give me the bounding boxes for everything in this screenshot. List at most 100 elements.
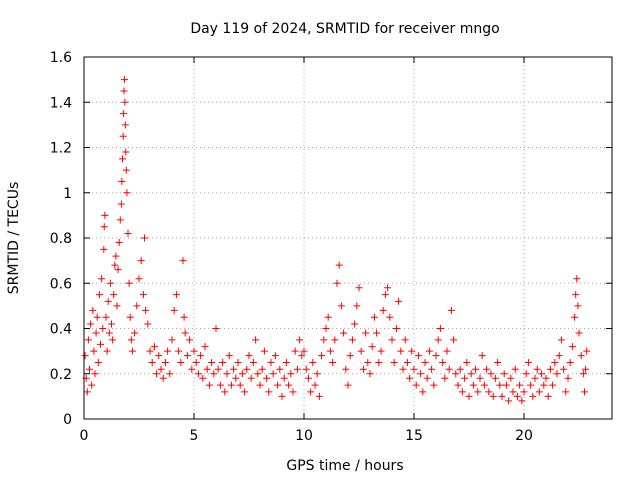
data-point: [103, 347, 111, 355]
data-point: [164, 347, 172, 355]
data-point: [87, 320, 95, 328]
data-point: [99, 325, 107, 332]
y-axis-label: SRMTID / TECUs: [6, 182, 22, 295]
data-point: [125, 279, 133, 287]
data-point: [177, 358, 185, 366]
data-point: [304, 374, 312, 382]
data-point: [516, 381, 524, 389]
data-point: [126, 313, 134, 321]
data-point: [150, 343, 158, 351]
data-point: [97, 340, 104, 348]
data-point: [221, 388, 229, 396]
data-point: [579, 370, 587, 378]
data-point: [480, 381, 488, 389]
data-point: [425, 347, 433, 355]
data-point: [540, 381, 548, 389]
data-point: [441, 374, 449, 382]
data-point: [529, 392, 537, 400]
data-point: [568, 343, 576, 351]
y-tick-label: 0.6: [50, 276, 72, 292]
data-point: [190, 347, 198, 355]
y-tick-label: 0.2: [50, 367, 72, 383]
data-point: [212, 325, 220, 332]
data-point: [175, 347, 183, 355]
data-point: [127, 336, 135, 344]
data-point: [377, 347, 385, 355]
data-point: [199, 374, 207, 382]
data-point: [112, 252, 120, 260]
data-point: [326, 347, 334, 355]
data-point: [208, 358, 216, 366]
data-point: [445, 365, 453, 373]
data-point: [120, 76, 128, 84]
data-point: [313, 370, 321, 378]
data-point: [463, 358, 471, 366]
data-point: [86, 365, 93, 373]
data-point: [243, 365, 251, 373]
data-point: [91, 370, 99, 378]
data-point: [452, 370, 460, 378]
data-point: [98, 275, 106, 283]
data-point: [315, 392, 323, 400]
data-point: [546, 365, 554, 373]
data-point: [119, 132, 127, 140]
data-point: [368, 343, 376, 351]
data-point: [274, 381, 282, 389]
data-point: [181, 329, 189, 337]
data-point: [122, 166, 130, 174]
data-point: [522, 370, 530, 378]
data-point: [241, 388, 249, 396]
data-point: [265, 388, 273, 396]
data-point: [104, 297, 112, 305]
y-tick-label: 0.8: [50, 231, 72, 247]
data-point: [311, 381, 319, 389]
data-point: [102, 313, 110, 321]
data-point: [496, 381, 504, 389]
data-point: [269, 370, 277, 378]
data-point: [577, 352, 585, 360]
data-point: [351, 320, 359, 328]
data-point: [469, 381, 477, 389]
data-point: [344, 381, 352, 389]
data-point: [117, 200, 125, 208]
data-point: [219, 358, 227, 366]
data-point: [278, 392, 286, 400]
data-point: [575, 329, 583, 337]
data-point: [225, 352, 233, 360]
data-point: [423, 374, 431, 382]
data-point: [406, 374, 414, 382]
x-axis-label: GPS time / hours: [286, 458, 403, 474]
data-point: [161, 358, 169, 366]
data-point: [375, 358, 383, 366]
data-point: [131, 329, 139, 337]
data-point: [123, 189, 131, 197]
data-point: [249, 358, 257, 366]
y-tick-label: 1.2: [50, 141, 72, 157]
x-tick-label: 20: [515, 428, 533, 444]
data-point: [94, 358, 102, 366]
data-point: [346, 352, 354, 360]
data-point: [329, 358, 337, 366]
data-point: [502, 381, 510, 389]
data-point: [133, 302, 141, 310]
data-point: [494, 358, 502, 366]
data-point: [574, 302, 582, 310]
data-point: [119, 155, 126, 163]
data-point: [582, 365, 590, 373]
data-point: [454, 381, 462, 389]
data-point: [450, 336, 458, 344]
data-point: [331, 336, 339, 344]
data-point: [355, 284, 363, 292]
data-point: [267, 358, 275, 366]
data-point: [412, 381, 420, 389]
data-point: [581, 388, 588, 396]
data-point: [170, 306, 178, 314]
data-point: [247, 374, 255, 382]
data-point: [428, 365, 436, 373]
data-point: [287, 370, 295, 378]
data-point: [276, 365, 284, 373]
data-point: [121, 98, 129, 106]
data-point: [419, 388, 427, 396]
data-point: [571, 313, 579, 321]
